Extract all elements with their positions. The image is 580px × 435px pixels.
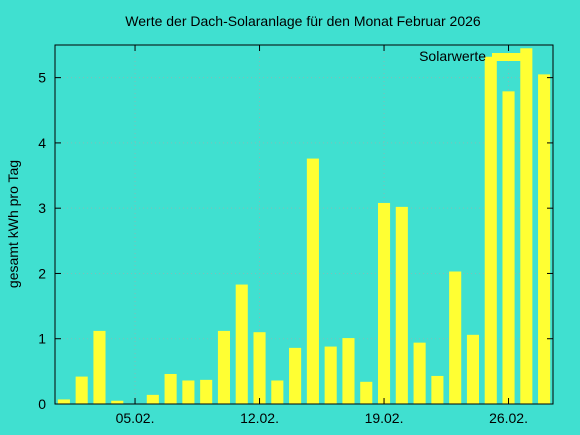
bar — [182, 380, 195, 404]
bar — [466, 334, 480, 404]
bar — [164, 373, 177, 404]
y-axis-label: gesamt kWh pro Tag — [5, 160, 21, 288]
y-tick-label: 2 — [38, 265, 46, 281]
bar — [360, 381, 373, 404]
legend: Solarwerte — [419, 48, 525, 64]
bar — [235, 284, 248, 404]
y-tick-label: 4 — [38, 135, 46, 151]
chart-title: Werte der Dach-Solaranlage für den Monat… — [125, 13, 481, 29]
bar — [377, 202, 391, 404]
bar — [395, 206, 408, 404]
axes: 0 1 2 3 4 5 05.02. 12.02. 19.02. 26.02. — [38, 44, 554, 426]
bar — [413, 342, 426, 404]
x-tick-label: 12.02. — [240, 410, 279, 426]
bars — [57, 48, 551, 405]
y-tick-label: 5 — [38, 70, 46, 86]
grid — [55, 45, 553, 404]
y-tick-label: 3 — [38, 200, 46, 216]
plot-frame — [54, 44, 554, 405]
bar — [484, 56, 497, 405]
bar — [200, 379, 213, 404]
bar — [75, 376, 88, 404]
bar — [449, 271, 462, 404]
bar — [146, 394, 159, 404]
legend-label: Solarwerte — [419, 48, 486, 64]
bar — [57, 399, 70, 404]
legend-swatch — [492, 53, 525, 61]
bar — [93, 330, 106, 404]
x-tick-label: 05.02. — [116, 410, 155, 426]
bar — [502, 91, 515, 405]
bar — [111, 400, 124, 404]
bar — [306, 158, 319, 404]
y-tick-label: 1 — [38, 331, 46, 347]
bar — [520, 48, 533, 404]
bar — [324, 346, 337, 404]
y-tick-label: 0 — [38, 396, 46, 412]
bar — [538, 74, 551, 404]
x-tick-label: 19.02. — [365, 410, 404, 426]
bar — [431, 375, 444, 404]
x-tick-label: 26.02. — [489, 410, 528, 426]
bar — [217, 330, 231, 404]
bar — [271, 380, 284, 404]
bar — [253, 332, 266, 404]
bar — [289, 347, 302, 404]
bar — [342, 338, 355, 404]
